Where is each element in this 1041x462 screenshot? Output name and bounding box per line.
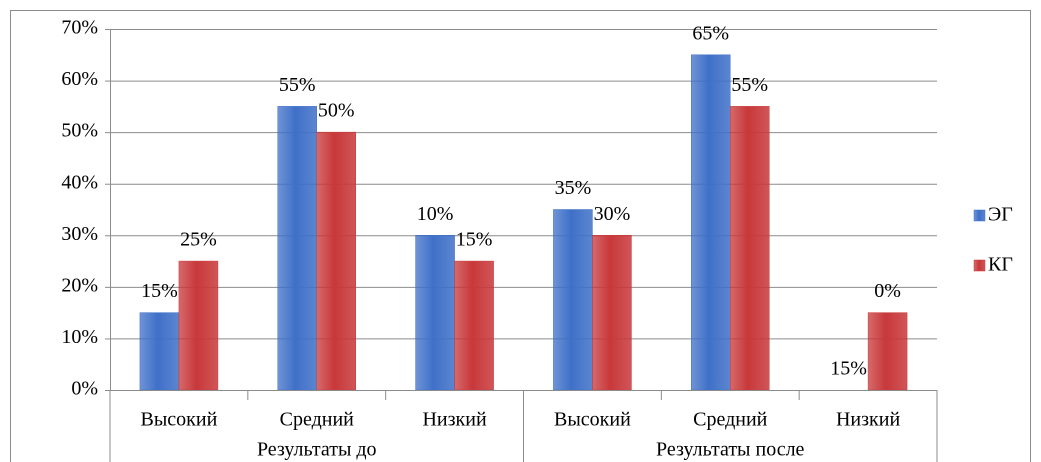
group-label: Результаты до (257, 439, 377, 461)
data-label: 15% (141, 280, 178, 302)
bar (867, 312, 908, 391)
bar (730, 106, 770, 391)
y-tick-label: 60% (61, 68, 98, 90)
y-tick-label: 40% (61, 171, 98, 193)
data-label: 25% (180, 229, 217, 251)
legend-label: ЭГ (988, 204, 1013, 226)
data-label: 30% (594, 203, 631, 225)
bar (553, 209, 593, 391)
y-tick-label: 30% (61, 223, 98, 245)
group-label: Результаты после (656, 439, 805, 461)
data-label: 15% (830, 358, 867, 380)
y-tick-label: 0% (71, 378, 98, 400)
legend-label: КГ (988, 254, 1013, 276)
y-tick-label: 70% (61, 17, 98, 39)
data-label: 50% (318, 100, 355, 122)
bar (139, 312, 180, 391)
bar (316, 131, 356, 391)
legend-swatch (973, 259, 986, 272)
data-label: 35% (555, 177, 592, 199)
data-label: 15% (456, 229, 493, 251)
bar (415, 235, 455, 391)
bar (592, 235, 632, 391)
y-tick-label: 20% (61, 274, 98, 296)
bar (178, 260, 219, 391)
bar (277, 106, 317, 391)
data-label: 55% (279, 74, 316, 96)
bar (454, 260, 494, 391)
legend-swatch (973, 209, 986, 222)
bar (691, 54, 731, 391)
data-label: 0% (874, 280, 901, 302)
y-tick-label: 50% (61, 120, 98, 142)
chart-border (10, 10, 1031, 462)
x-tick-label: Средний (280, 409, 355, 431)
x-tick-label: Высокий (554, 409, 631, 431)
x-tick-label: Высокий (141, 409, 218, 431)
x-tick-label: Низкий (422, 409, 486, 431)
x-tick-label: Средний (693, 409, 768, 431)
x-tick-label: Низкий (836, 409, 900, 431)
data-label: 55% (731, 74, 768, 96)
y-tick-label: 10% (61, 326, 98, 348)
data-label: 65% (692, 22, 729, 44)
data-label: 10% (417, 203, 454, 225)
